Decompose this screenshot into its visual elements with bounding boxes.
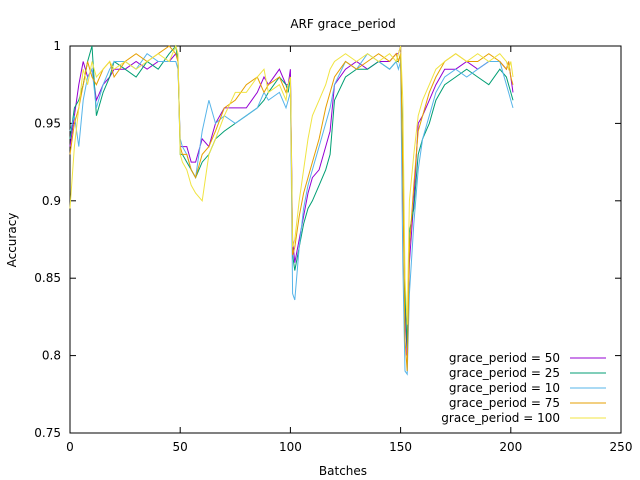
x-axis-label: Batches: [319, 464, 367, 478]
series-line: [69, 53, 514, 376]
legend-label: grace_period = 75: [449, 396, 560, 410]
legend-label: grace_period = 25: [449, 366, 560, 380]
x-tick-label: 200: [499, 440, 522, 454]
legend-label: grace_period = 10: [449, 381, 560, 395]
y-tick-label: 0.8: [42, 349, 61, 363]
y-tick-label: 0.85: [34, 271, 61, 285]
axis-ticks: 0 50 100 150 200 250 0.75 0.8 0.85 0.9 0.95 1: [34, 39, 632, 454]
legend-label: grace_period = 50: [449, 351, 560, 365]
series-lines: [69, 44, 514, 376]
series-line: [69, 44, 514, 325]
x-tick-label: 100: [279, 440, 302, 454]
plot-frame: [69, 45, 622, 434]
chart-title: ARF grace_period: [290, 17, 395, 31]
x-tick-label: 0: [66, 440, 74, 454]
y-tick-label: 0.75: [34, 426, 61, 440]
y-axis-label: Accuracy: [5, 213, 19, 268]
series-line: [69, 45, 514, 372]
x-tick-label: 150: [389, 440, 412, 454]
y-tick-label: 0.95: [34, 116, 61, 130]
x-tick-label: 250: [610, 440, 633, 454]
y-tick-label: 0.9: [42, 194, 61, 208]
legend-label: grace_period = 100: [441, 411, 560, 425]
x-tick-label: 50: [173, 440, 188, 454]
y-tick-label: 1: [53, 39, 61, 53]
